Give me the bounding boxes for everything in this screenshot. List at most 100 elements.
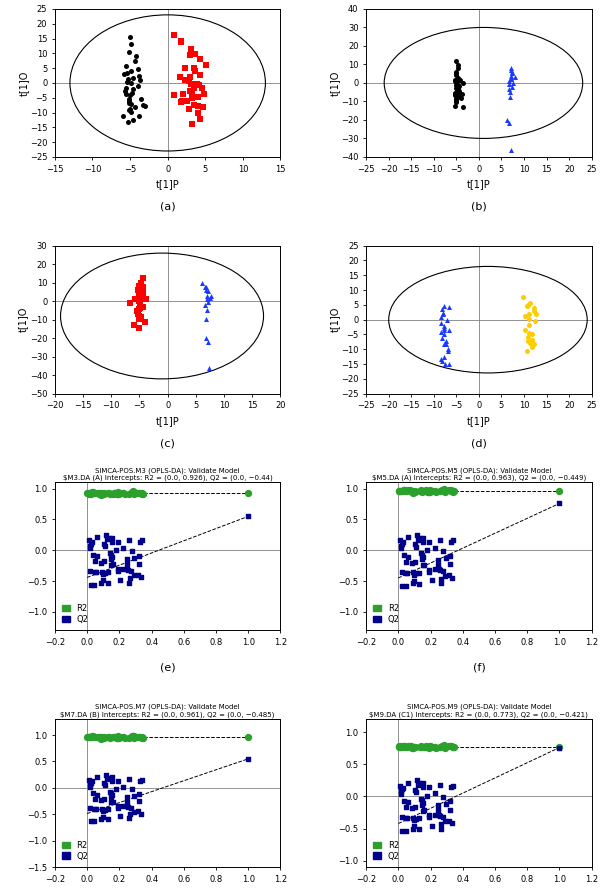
Point bbox=[410, 554, 420, 569]
Point bbox=[138, 271, 148, 285]
Point bbox=[525, 295, 535, 309]
Point bbox=[418, 796, 428, 810]
Point bbox=[91, 565, 101, 579]
Point bbox=[419, 558, 429, 572]
Point bbox=[184, 74, 194, 89]
Point bbox=[113, 564, 123, 578]
Point bbox=[422, 484, 431, 498]
Point bbox=[407, 741, 417, 755]
Point bbox=[107, 558, 117, 572]
Point bbox=[406, 485, 415, 499]
Point bbox=[417, 793, 427, 807]
Point bbox=[420, 740, 430, 755]
Point bbox=[137, 772, 147, 787]
Point bbox=[439, 482, 449, 496]
Point bbox=[134, 69, 144, 83]
Point bbox=[185, 71, 195, 85]
Point bbox=[198, 80, 207, 95]
Point bbox=[439, 483, 448, 497]
Point bbox=[446, 739, 456, 754]
Point bbox=[112, 730, 121, 745]
Point bbox=[128, 730, 138, 745]
Point bbox=[118, 730, 128, 745]
Point bbox=[202, 291, 212, 306]
Point bbox=[425, 483, 434, 497]
Point bbox=[113, 731, 123, 746]
Point bbox=[416, 484, 426, 498]
Point bbox=[127, 782, 137, 797]
Point bbox=[401, 800, 411, 814]
Point bbox=[506, 63, 515, 77]
Point bbox=[141, 291, 151, 306]
Point bbox=[101, 527, 110, 542]
Point bbox=[448, 534, 458, 548]
X-axis label: t[1]P: t[1]P bbox=[467, 416, 491, 426]
Point bbox=[443, 342, 453, 357]
Point bbox=[185, 84, 195, 98]
Point bbox=[87, 730, 96, 745]
Point bbox=[99, 730, 109, 745]
Point bbox=[124, 576, 134, 590]
Point bbox=[442, 337, 451, 351]
Point bbox=[129, 568, 138, 582]
Point bbox=[96, 555, 106, 569]
Point bbox=[134, 308, 144, 323]
Point bbox=[440, 484, 450, 498]
Point bbox=[106, 730, 115, 745]
Point bbox=[398, 780, 408, 795]
Point bbox=[113, 730, 123, 744]
Point bbox=[104, 486, 113, 501]
Point bbox=[138, 730, 148, 745]
Point bbox=[187, 85, 197, 99]
Point bbox=[396, 810, 406, 824]
Legend: R2, Q2: R2, Q2 bbox=[59, 602, 91, 627]
Point bbox=[418, 531, 428, 545]
Point bbox=[129, 317, 138, 332]
Point bbox=[520, 323, 529, 337]
Point bbox=[193, 105, 203, 120]
Point bbox=[506, 61, 516, 75]
Point bbox=[85, 538, 95, 552]
Point bbox=[99, 566, 109, 580]
Point bbox=[109, 486, 119, 501]
Point bbox=[440, 814, 450, 829]
Point bbox=[126, 37, 136, 51]
Point bbox=[130, 54, 140, 68]
Point bbox=[124, 96, 134, 110]
Point bbox=[407, 485, 417, 500]
Point bbox=[450, 485, 459, 499]
Point bbox=[135, 730, 145, 744]
Point bbox=[135, 535, 145, 549]
Point bbox=[410, 484, 420, 498]
Point bbox=[403, 550, 413, 564]
Point bbox=[109, 730, 118, 745]
Point bbox=[395, 740, 405, 755]
Point bbox=[86, 578, 96, 592]
Point bbox=[107, 530, 117, 544]
Point bbox=[433, 552, 443, 567]
Point bbox=[126, 564, 136, 578]
Point bbox=[123, 798, 132, 813]
Point bbox=[454, 72, 464, 87]
Point bbox=[415, 531, 425, 545]
Point bbox=[408, 739, 418, 754]
Point bbox=[118, 486, 128, 501]
Point bbox=[128, 485, 138, 499]
Point bbox=[193, 77, 203, 91]
Point bbox=[415, 739, 425, 754]
Point bbox=[133, 283, 143, 297]
Point bbox=[127, 86, 137, 100]
Point bbox=[94, 730, 104, 744]
Point bbox=[195, 112, 205, 126]
Point bbox=[120, 731, 130, 746]
Point bbox=[92, 485, 101, 500]
Point bbox=[110, 730, 120, 744]
Point bbox=[406, 739, 416, 754]
Point bbox=[411, 785, 421, 799]
Point bbox=[447, 571, 457, 586]
Point bbox=[422, 789, 432, 803]
Point bbox=[96, 487, 106, 502]
Point bbox=[190, 78, 200, 92]
Point bbox=[124, 114, 134, 129]
Point bbox=[97, 564, 107, 578]
